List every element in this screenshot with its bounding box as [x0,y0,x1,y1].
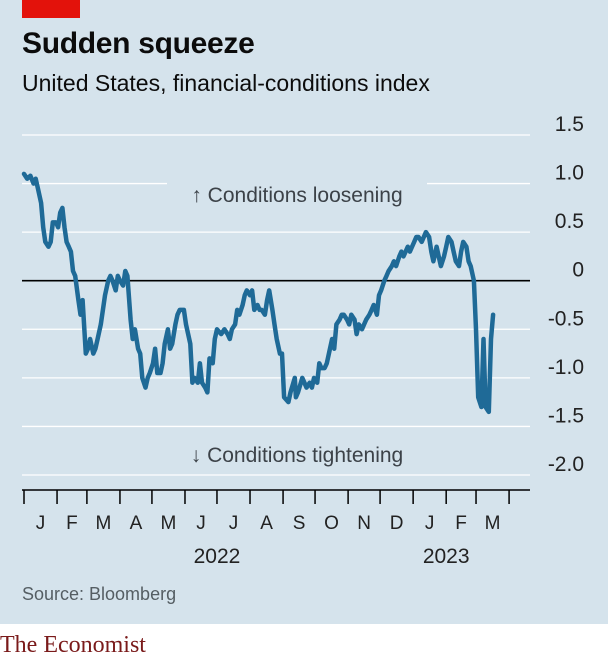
y-tick-label: 1.5 [555,113,584,136]
brand-red-tag [22,0,80,18]
annotation-loosening: ↑ Conditions loosening [191,184,402,207]
y-tick-label: -0.5 [548,307,584,330]
x-tick-label: D [390,513,404,534]
y-tick-label: -1.0 [548,356,584,379]
y-tick-label: 0 [572,259,584,282]
chart-title: Sudden squeeze [22,27,255,60]
x-tick-label: F [66,513,78,534]
annotation-loosening-backdrop [167,180,427,208]
y-tick-label: -1.5 [548,404,584,427]
x-tick-label: J [425,513,435,534]
y-tick-label: 1.0 [555,162,584,185]
publisher-logo: The Economist [0,632,146,658]
x-tick-label: F [455,513,467,534]
annotations: ↑ Conditions loosening ↓ Conditions tigh… [167,180,427,468]
x-tick-label: J [229,513,239,534]
chart-svg: 1.5 1.0 0.5 0 -0.5 -1.0 -1.5 -2.0 ↑ Conditions … [21,113,584,568]
x-tick-label: A [260,513,273,534]
source-note: Source: Bloomberg [22,584,177,604]
x-tick-label: O [324,513,339,534]
x-tick-label: J [36,513,46,534]
series-layer [21,171,496,415]
chart-subtitle: United States, financial-conditions inde… [22,70,430,96]
x-tick-label: M [161,513,177,534]
x-tick-label: A [130,513,143,534]
x-year-label: 2023 [423,545,470,568]
x-tick-label: M [96,513,112,534]
annotation-tightening: ↓ Conditions tightening [191,444,403,467]
x-year-label: 2022 [194,545,241,568]
series-line-fci [21,171,496,415]
y-tick-labels: 1.5 1.0 0.5 0 -0.5 -1.0 -1.5 -2.0 [548,113,584,476]
x-tick-label: N [357,513,371,534]
annotation-tightening-backdrop [167,440,427,468]
y-tick-label: 0.5 [555,210,584,233]
x-tick-label: J [196,513,206,534]
x-tick-label: M [485,513,501,534]
y-tick-label: -2.0 [548,453,584,476]
x-tick-label: S [293,513,306,534]
